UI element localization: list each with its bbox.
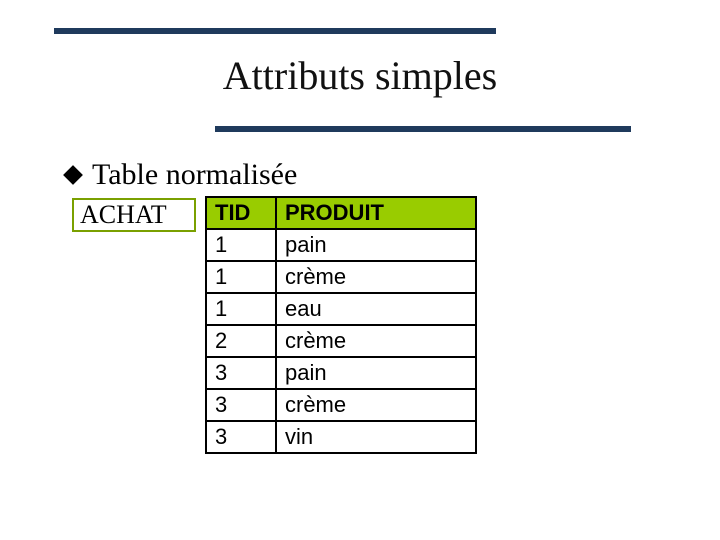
page-title: Attributs simples [0,52,720,99]
cell-tid: 2 [206,325,276,357]
bullet-text: Table normalisée [92,158,297,192]
cell-tid: 3 [206,357,276,389]
cell-tid: 1 [206,229,276,261]
cell-produit: crème [276,389,476,421]
bullet-row: Table normalisée [66,158,297,192]
data-table: TID PRODUIT 1 pain 1 crème 1 eau 2 crème… [205,196,477,454]
cell-produit: crème [276,325,476,357]
cell-tid: 1 [206,293,276,325]
table-row: 1 eau [206,293,476,325]
cell-produit: crème [276,261,476,293]
table-row: 3 pain [206,357,476,389]
cell-produit: pain [276,229,476,261]
cell-produit: vin [276,421,476,453]
achat-label: ACHAT [80,200,167,230]
table-row: 3 crème [206,389,476,421]
table-row: 3 vin [206,421,476,453]
table-row: 2 crème [206,325,476,357]
table-row: 1 crème [206,261,476,293]
achat-box: ACHAT [72,198,196,232]
mid-rule [215,126,631,132]
diamond-icon [63,165,83,185]
cell-produit: pain [276,357,476,389]
cell-tid: 3 [206,421,276,453]
cell-tid: 3 [206,389,276,421]
table-header-row: TID PRODUIT [206,197,476,229]
table-header-tid: TID [206,197,276,229]
table-header-produit: PRODUIT [276,197,476,229]
table-row: 1 pain [206,229,476,261]
top-rule [54,28,496,34]
cell-tid: 1 [206,261,276,293]
cell-produit: eau [276,293,476,325]
